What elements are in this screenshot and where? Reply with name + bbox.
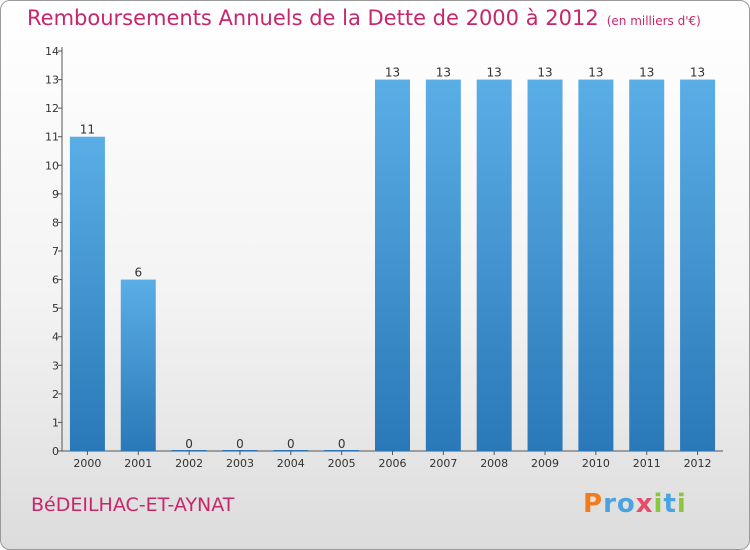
x-tick-label-2005: 2005 bbox=[328, 457, 356, 470]
logo-letter: x bbox=[635, 489, 654, 519]
data-label-2009: 13 bbox=[537, 66, 552, 80]
y-tick-label: 14 bbox=[45, 45, 59, 58]
x-tick-label-2008: 2008 bbox=[480, 457, 508, 470]
data-label-2004: 0 bbox=[287, 437, 295, 451]
bar-2011 bbox=[629, 79, 665, 452]
bar-2001 bbox=[120, 279, 156, 451]
data-label-2003: 0 bbox=[236, 437, 244, 451]
bar-2006 bbox=[375, 79, 410, 452]
logo-letter: P bbox=[583, 489, 604, 519]
bar-2008 bbox=[476, 79, 512, 452]
chart-title-text: Remboursements Annuels de la Dette de 20… bbox=[27, 6, 599, 30]
data-label-2007: 13 bbox=[436, 66, 451, 80]
x-tick-label-2011: 2011 bbox=[633, 457, 661, 470]
data-label-2002: 0 bbox=[185, 437, 193, 451]
y-tick-label: 10 bbox=[45, 159, 59, 172]
data-label-2011: 13 bbox=[639, 66, 654, 80]
data-label-2012: 13 bbox=[690, 66, 705, 80]
x-tick-label-2003: 2003 bbox=[226, 457, 254, 470]
y-tick-label: 5 bbox=[52, 302, 59, 315]
x-tick-label-2002: 2002 bbox=[175, 457, 203, 470]
y-tick-label: 11 bbox=[45, 131, 59, 144]
data-label-2005: 0 bbox=[338, 437, 346, 451]
bar-2000 bbox=[69, 136, 105, 451]
y-tick-label: 7 bbox=[52, 245, 59, 258]
logo-letter: o bbox=[616, 489, 636, 519]
data-label-2001: 6 bbox=[134, 266, 142, 280]
data-label-2010: 13 bbox=[588, 66, 603, 80]
x-tick-label-2012: 2012 bbox=[684, 457, 712, 470]
chart-title: Remboursements Annuels de la Dette de 20… bbox=[27, 6, 701, 30]
y-tick-label: 4 bbox=[52, 331, 59, 344]
logo-letter: r bbox=[603, 489, 617, 519]
x-tick-label-2000: 2000 bbox=[73, 457, 101, 470]
commune-name: BéDEILHAC-ET-AYNAT bbox=[31, 494, 235, 516]
data-label-2008: 13 bbox=[487, 66, 502, 80]
y-tick-label: 0 bbox=[52, 445, 59, 458]
x-tick-label-2007: 2007 bbox=[429, 457, 457, 470]
logo-letter: t bbox=[663, 489, 677, 519]
y-tick-label: 8 bbox=[52, 216, 59, 229]
x-tick-label-2001: 2001 bbox=[124, 457, 152, 470]
proxiti-logo: Proxiti bbox=[583, 489, 687, 519]
y-tick-label: 1 bbox=[52, 416, 59, 429]
bar-2007 bbox=[425, 79, 461, 452]
y-tick-label: 13 bbox=[45, 74, 59, 87]
y-tick-label: 12 bbox=[45, 102, 59, 115]
y-tick-label: 6 bbox=[52, 274, 59, 287]
bar-2012 bbox=[680, 79, 716, 452]
x-tick-label-2009: 2009 bbox=[531, 457, 559, 470]
data-label-2000: 11 bbox=[80, 123, 95, 137]
x-tick-label-2004: 2004 bbox=[277, 457, 305, 470]
data-label-2006: 13 bbox=[385, 66, 400, 80]
y-tick-label: 2 bbox=[52, 388, 59, 401]
x-tick-label-2010: 2010 bbox=[582, 457, 610, 470]
logo-letter: i bbox=[676, 489, 687, 519]
bar-2009 bbox=[527, 79, 563, 452]
bar-2010 bbox=[578, 79, 614, 452]
y-tick-label: 3 bbox=[52, 359, 59, 372]
x-tick-label-2006: 2006 bbox=[379, 457, 407, 470]
y-tick-label: 9 bbox=[52, 188, 59, 201]
chart-unit: (en milliers d'€) bbox=[606, 14, 701, 28]
logo-letter: i bbox=[653, 489, 664, 519]
